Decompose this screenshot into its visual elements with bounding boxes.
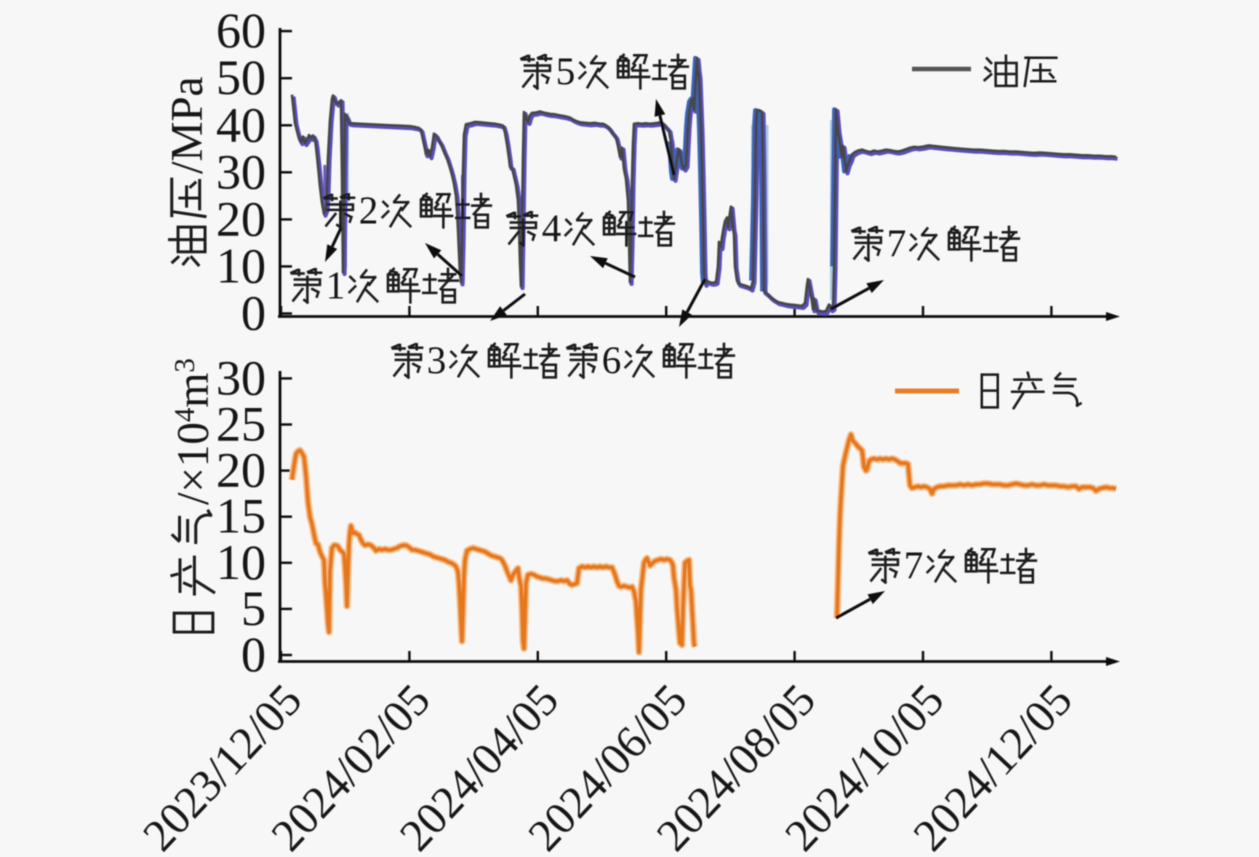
svg-text:5: 5 (556, 50, 576, 93)
svg-text:0: 0 (241, 285, 266, 341)
svg-text:30: 30 (216, 143, 266, 199)
svg-text:15: 15 (216, 488, 266, 544)
svg-text:7: 7 (887, 222, 907, 265)
svg-text:0: 0 (241, 626, 266, 682)
svg-text:30: 30 (216, 349, 266, 405)
svg-text:6: 6 (602, 339, 622, 382)
svg-text:4: 4 (542, 207, 562, 250)
svg-text:/MPa: /MPa (162, 76, 212, 174)
svg-text:25: 25 (216, 396, 266, 452)
svg-text:40: 40 (216, 96, 266, 152)
svg-text:10: 10 (216, 534, 266, 590)
svg-text:7: 7 (904, 544, 924, 587)
svg-text:10: 10 (216, 237, 266, 293)
svg-text:5: 5 (241, 580, 266, 636)
svg-text:60: 60 (216, 2, 266, 58)
svg-text:20: 20 (216, 442, 266, 498)
svg-text:1: 1 (326, 264, 346, 307)
svg-text:20: 20 (216, 190, 266, 246)
svg-text:2: 2 (359, 189, 379, 232)
svg-text:/×104m3: /×104m3 (168, 358, 218, 505)
svg-text:3: 3 (427, 339, 447, 382)
svg-text:50: 50 (216, 49, 266, 105)
